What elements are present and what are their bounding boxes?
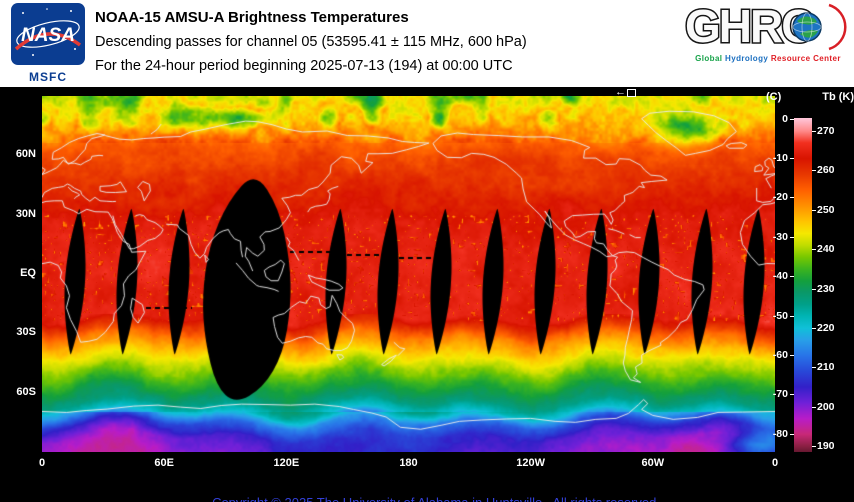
lon-label-3: 180 xyxy=(399,457,418,469)
colorbar-k-tickmark xyxy=(812,249,816,251)
colorbar-c-tickmark xyxy=(790,118,794,120)
colorbar-k-tick: 250 xyxy=(817,203,835,216)
colorbar-k-tickmark xyxy=(812,406,816,408)
colorbar-c-tickmark xyxy=(790,394,794,396)
colorbar-c-tickmark xyxy=(790,197,794,199)
colorbar-k-tickmark xyxy=(812,130,816,132)
colorbar-k-tickmark xyxy=(812,367,816,369)
colorbar-c-tickmark xyxy=(790,276,794,278)
ghrc-tagline-part: Hydrology xyxy=(725,54,771,63)
header-bar: NASA MSFC NOAA-15 AMSU-A Brightness Temp… xyxy=(0,0,854,87)
colorbar-k-tickmark xyxy=(812,170,816,172)
colorbar-c-tick: -30 xyxy=(772,230,788,243)
colorbar-k-tickmark xyxy=(812,446,816,448)
colorbar-k-tick: 270 xyxy=(817,124,835,137)
nasa-insignia-icon: NASA xyxy=(11,3,85,65)
colorbar-c-tick: -60 xyxy=(772,348,788,361)
colorbar-c-tickmark xyxy=(790,157,794,159)
colorbar-c-tick: -10 xyxy=(772,151,788,164)
colorbar-k-tick: 260 xyxy=(817,164,835,177)
lon-label-2: 120E xyxy=(273,457,300,469)
ghrc-red-arc xyxy=(828,3,847,51)
lon-label-5: 60W xyxy=(641,457,665,469)
ghrc-logo-art: GHRC xyxy=(684,0,847,54)
page-title: NOAA-15 AMSU-A Brightness Temperatures xyxy=(95,9,409,26)
brightness-temperature-map xyxy=(42,96,775,452)
nasa-wordmark: NASA xyxy=(21,25,75,46)
colorbar-c-tick: 0 xyxy=(782,112,788,125)
copyright-text: Copyright © 2025 The University of Alaba… xyxy=(212,495,656,502)
msfc-label: MSFC xyxy=(29,70,67,84)
colorbar-c-tick: -80 xyxy=(772,427,788,440)
lat-label-60S: 60S xyxy=(16,385,36,398)
colorbar-k-tick: 210 xyxy=(817,361,835,374)
footer: Copyright © 2025 The University of Alaba… xyxy=(0,480,854,502)
lon-label-1: 60E xyxy=(154,457,174,469)
ghrc-tagline-part: Resource Center xyxy=(770,54,841,63)
colorbar-c-tick: -20 xyxy=(772,191,788,204)
ghrc-logo: GHRC Global Hydrology Resource Center xyxy=(682,0,854,63)
globe-icon xyxy=(792,12,822,42)
colorbar-k-tick: 200 xyxy=(817,400,835,413)
ghrc-tagline-part: Global xyxy=(695,54,726,63)
title-block: NOAA-15 AMSU-A Brightness Temperatures D… xyxy=(95,6,527,78)
lon-label-4: 120W xyxy=(516,457,546,469)
colorbar-c-tickmark xyxy=(790,236,794,238)
lon-label-0: 0 xyxy=(38,457,46,469)
subtitle-period: For the 24-hour period beginning 2025-07… xyxy=(95,58,513,74)
lat-label-30N: 30N xyxy=(15,207,36,220)
colorbar-units: (C) Tb (K) xyxy=(766,91,854,103)
colorbar-k-tickmark xyxy=(812,327,816,329)
ghrc-tagline: Global Hydrology Resource Center xyxy=(682,54,854,63)
colorbar-k-tickmark xyxy=(812,288,816,290)
lat-label-EQ: EQ xyxy=(20,267,36,279)
colorbar-c-tickmark xyxy=(790,433,794,435)
colorbar-k-tick: 230 xyxy=(817,282,835,295)
swath-direction-indicator: ← xyxy=(615,87,636,98)
swath-box-icon xyxy=(627,88,636,97)
colorbar-k-tickmark xyxy=(812,209,816,211)
nasa-logo: NASA MSFC xyxy=(10,3,86,84)
lat-label-30S: 30S xyxy=(16,326,36,339)
colorbar-unit-celsius: (C) xyxy=(766,91,782,103)
colorbar-gradient xyxy=(794,118,812,452)
colorbar-k-tick: 220 xyxy=(817,321,835,334)
lon-label-6: 0 xyxy=(771,457,779,469)
colorbar-k-tick: 240 xyxy=(817,243,835,256)
lat-label-60N: 60N xyxy=(15,148,36,161)
colorbar-c-tick: -70 xyxy=(772,388,788,401)
subtitle-channel: Descending passes for channel 05 (53595.… xyxy=(95,34,527,50)
colorbar-c-tickmark xyxy=(790,354,794,356)
left-arrow-icon: ← xyxy=(615,86,626,98)
colorbar-c-tick: -50 xyxy=(772,309,788,322)
colorbar-unit-kelvin: Tb (K) xyxy=(822,91,854,103)
colorbar-k-tick: 190 xyxy=(817,440,835,453)
colorbar-c-tick: -40 xyxy=(772,270,788,283)
colorbar-c-tickmark xyxy=(790,315,794,317)
